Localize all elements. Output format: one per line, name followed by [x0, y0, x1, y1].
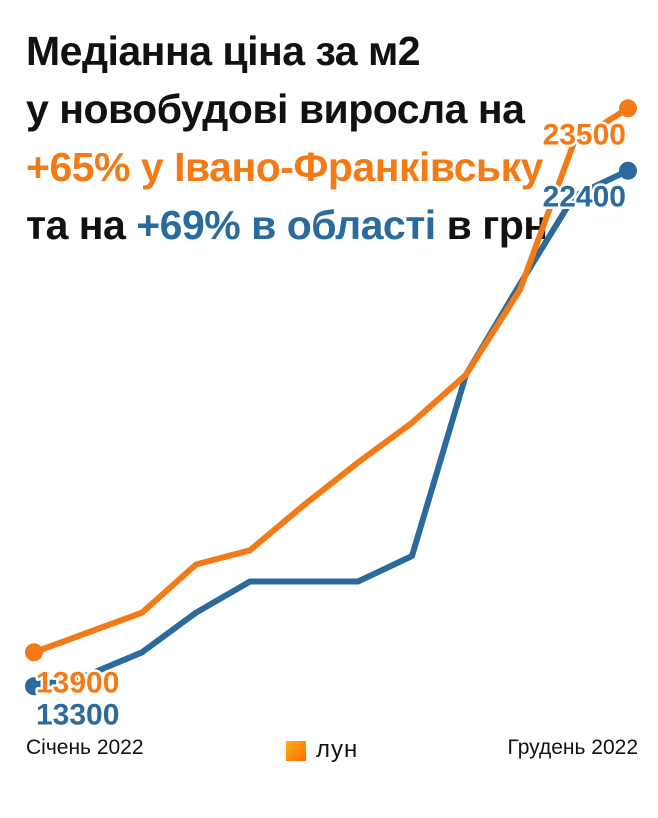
- data-label-region-11: 22400: [543, 181, 626, 214]
- title-line-4-suffix: в грн: [435, 202, 548, 248]
- endpoint-region-11: [619, 161, 637, 180]
- brand-logo: лун: [286, 736, 358, 764]
- data-label-city-11: 23500: [543, 118, 626, 151]
- chart-footer: Січень 2022 лун Грудень 2022: [0, 736, 658, 766]
- lun-logo-square-icon: [286, 741, 306, 761]
- title-line-4-prefix: та на: [26, 202, 137, 248]
- brand-name: лун: [316, 736, 359, 763]
- series-region: [25, 161, 637, 696]
- series-city: [25, 99, 637, 662]
- chart-title: Медіанна ціна за м2 у новобудові виросла…: [26, 22, 646, 254]
- series-line-city: [31, 105, 631, 656]
- title-line-3-city-highlight: +65% у Івано-Франківську: [26, 144, 543, 190]
- x-axis-end-label: Грудень 2022: [507, 736, 638, 759]
- title-line-1: Медіанна ціна за м2: [26, 28, 421, 74]
- endpoint-region-0: [25, 677, 43, 696]
- endpoint-city-11: [619, 99, 637, 118]
- title-line-2: у новобудові виросла на: [26, 86, 525, 132]
- data-label-city-0: 13900: [36, 666, 119, 699]
- series-line-region: [31, 167, 631, 690]
- endpoint-city-0: [25, 643, 43, 662]
- title-line-4: та на +69% в області в грн: [26, 196, 646, 254]
- title-line-4-region-highlight: +69% в області: [136, 202, 436, 248]
- data-label-region-0: 13300: [36, 698, 119, 731]
- x-axis-start-label: Січень 2022: [26, 736, 144, 759]
